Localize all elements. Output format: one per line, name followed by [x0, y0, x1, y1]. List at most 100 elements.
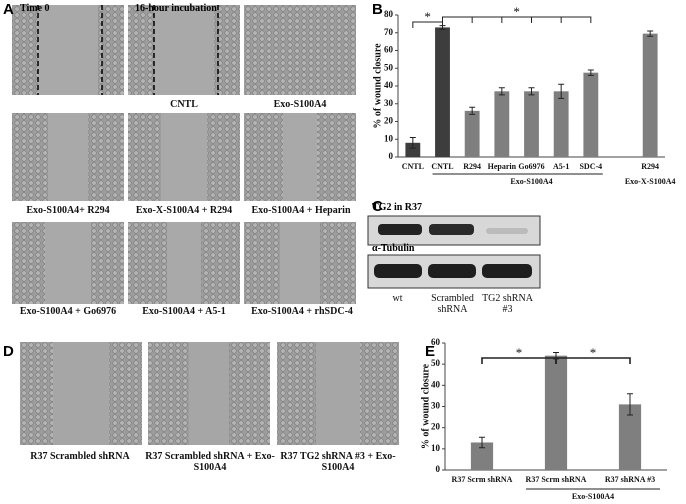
y-tick-label: 40: [431, 379, 441, 389]
band: [428, 264, 476, 278]
micrographs: [12, 5, 399, 445]
y-tick-label: 30: [431, 401, 441, 411]
bar: [435, 27, 450, 157]
caption: Exo-S100A4+ R294: [26, 205, 110, 216]
significance-mark: *: [590, 345, 597, 360]
y-tick-label: 10: [384, 133, 394, 143]
band: [374, 264, 422, 278]
x-tick-label: A5-1: [553, 162, 569, 171]
lane-label: Scrambled shRNA: [431, 293, 474, 315]
caption: Exo-S100A4 + rhSDC-4: [251, 306, 353, 317]
y-tick-label: 40: [384, 80, 394, 90]
error-bar: [627, 393, 633, 416]
error-bar: [469, 106, 476, 115]
y-tick-label: 50: [431, 358, 441, 368]
y-tick-label: 60: [384, 45, 394, 55]
wound-gap: [48, 113, 88, 201]
bar: [553, 91, 569, 157]
x-tick-label: SDC-4: [579, 162, 602, 171]
wound-gap: [189, 342, 229, 445]
y-tick-label: 30: [384, 98, 394, 108]
wound-gap: [45, 222, 91, 304]
panel-label: E: [425, 343, 436, 360]
error-bar: [479, 436, 485, 449]
significance-mark: *: [513, 4, 520, 19]
bar: [524, 91, 539, 157]
significance-mark: *: [424, 9, 431, 24]
significance-mark: *: [516, 345, 523, 360]
band: [486, 228, 528, 234]
wound-gap: [53, 342, 109, 445]
group-label: Exo-X-S100A4: [625, 177, 676, 186]
error-bar: [528, 87, 535, 96]
x-tick-label: R37 shRNA #3: [605, 475, 655, 484]
caption: Exo-S100A4 + Heparin: [251, 205, 351, 216]
wound-gap: [161, 113, 207, 201]
wound-gap: [280, 222, 320, 304]
band: [429, 224, 474, 235]
significance-bracket: [555, 357, 631, 364]
caption: R37 Scrambled shRNA + Exo-S100A4: [145, 451, 275, 473]
error-bar: [587, 69, 594, 76]
charts: 0 10 20 30 40 50 60 70 80 % of wound closure CNTL C…: [372, 4, 675, 501]
y-axis-label: % of wound closure: [372, 43, 383, 129]
bar: [583, 72, 599, 157]
caption: Exo-S100A4 + A5-1: [142, 306, 226, 317]
panel-label: C: [372, 198, 383, 215]
caption: Exo-S100A4 + Go6976: [19, 306, 117, 317]
caption: R37 Scrambled shRNA: [30, 451, 130, 462]
x-tick-label: R294: [463, 162, 481, 171]
wound-gap: [316, 342, 360, 445]
error-bar: [558, 83, 565, 99]
blot-label: α-Tubulin: [372, 243, 415, 254]
wound-gap: [154, 5, 214, 95]
y-tick-label: 0: [436, 464, 441, 474]
y-tick-label: 80: [384, 9, 394, 19]
panel-label: A: [3, 1, 14, 18]
caption: Exo-X-S100A4 + R294: [135, 205, 233, 216]
caption: R37 TG2 shRNA #3 + Exo-S100A4: [280, 451, 396, 473]
lane-label: wt: [392, 293, 403, 304]
y-tick-label: 0: [389, 151, 394, 161]
bar: [470, 442, 494, 470]
panel-label: B: [372, 1, 383, 18]
x-tick-label: R37 Scrm shRNA: [452, 475, 513, 484]
y-tick-label: 50: [384, 62, 394, 72]
y-tick-label: 10: [431, 443, 441, 453]
significance-bracket: [442, 16, 592, 23]
y-axis-label: % of wound closure: [420, 363, 431, 449]
wound-gap: [283, 113, 317, 201]
overlay-label: Time 0: [20, 3, 50, 14]
band: [482, 264, 532, 278]
wound-gap: [38, 5, 98, 95]
x-tick-label: CNTL: [431, 162, 453, 171]
caption: Exo-S100A4: [273, 99, 327, 110]
y-tick-label: 20: [384, 116, 394, 126]
error-bar: [498, 87, 505, 96]
group-label: Exo-S100A4: [572, 492, 614, 501]
error-bar: [647, 30, 654, 37]
bar: [544, 355, 568, 470]
group-label: Exo-S100A4: [510, 177, 552, 186]
x-tick-label: CNTL: [402, 162, 424, 171]
y-tick-label: 20: [431, 422, 441, 432]
band: [378, 224, 422, 235]
x-tick-label: R37 Scrm shRNA: [526, 475, 587, 484]
y-tick-label: 60: [431, 337, 441, 347]
wound-gap: [167, 222, 201, 304]
significance-bracket: [412, 21, 443, 28]
error-bar: [409, 136, 416, 149]
x-tick-label: Heparin: [488, 162, 517, 171]
x-tick-label: Go6976: [518, 162, 544, 171]
caption: CNTL: [170, 99, 198, 110]
bar: [642, 33, 658, 158]
x-tick-label: R294: [641, 162, 659, 171]
panel-label: D: [3, 343, 14, 360]
bar: [618, 404, 642, 470]
bar: [405, 142, 421, 157]
lane-label: TG2 shRNA #3: [482, 293, 533, 315]
y-tick-label: 70: [384, 27, 394, 37]
overlay-label: 16-hour incubation: [135, 3, 217, 14]
